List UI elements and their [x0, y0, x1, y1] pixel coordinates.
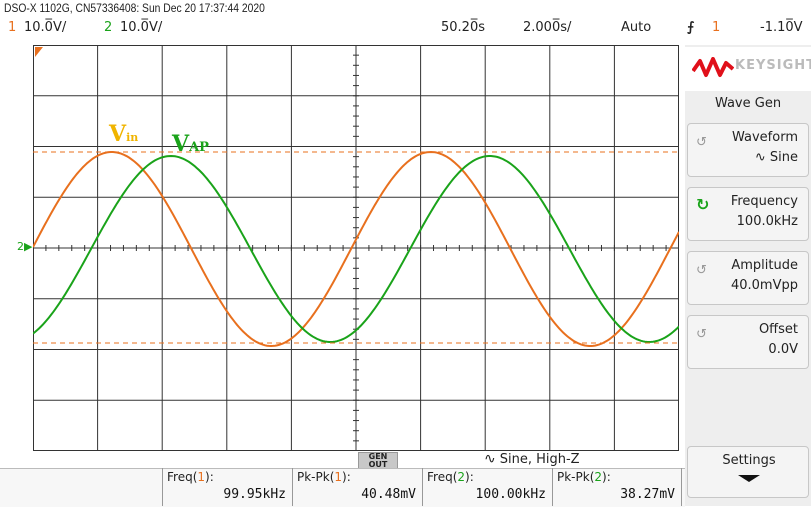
offset-softkey[interactable]: ↺ Offset 0.0V: [687, 315, 809, 369]
measurement-freq-ch2[interactable]: Freq(2): 100.00kHz: [422, 468, 552, 506]
vin-sub: in: [126, 131, 139, 144]
meas-label: Freq(: [167, 470, 198, 484]
ch1-number[interactable]: 1: [8, 20, 17, 35]
softkey-value: 40.0mVpp: [730, 278, 798, 293]
trigger-mode[interactable]: Auto: [621, 20, 652, 35]
rotate-knob-icon: ↺: [696, 263, 707, 278]
meas-value: 38.27mV: [620, 487, 675, 502]
vin-label: Vin: [109, 121, 138, 147]
measurement-pkpk-ch1[interactable]: Pk-Pk(1): 40.48mV: [292, 468, 422, 506]
rising-edge-icon: ⨍: [687, 20, 695, 35]
meas-label-suffix: ):: [342, 470, 351, 484]
meas-channel: 2: [594, 470, 603, 484]
graticule: [33, 45, 679, 451]
meas-channel: 1: [334, 470, 343, 484]
softkey-title: Settings: [722, 453, 776, 468]
frequency-softkey[interactable]: ↻ Frequency 100.0kHz: [687, 187, 809, 241]
rotate-knob-icon: ↻: [696, 195, 710, 214]
vin-main: V: [109, 121, 127, 147]
trigger-position-marker: [35, 47, 43, 57]
menu-title: Wave Gen: [714, 96, 782, 111]
gen-out-line2: OUT: [368, 460, 388, 469]
rotate-knob-icon: ↺: [696, 327, 707, 342]
ground-marker-label: 2: [17, 240, 24, 253]
meas-label-suffix: ):: [205, 470, 214, 484]
window-title: DSO-X 1102G, CN57336408: Sun Dec 20 17:3…: [4, 1, 265, 15]
softkey-title: Waveform: [732, 130, 798, 145]
ch2-number[interactable]: 2: [104, 20, 113, 35]
measurement-bar: [0, 468, 685, 507]
rotate-knob-icon: ↺: [696, 135, 707, 150]
ch2-scale[interactable]: 10.0̅V/: [120, 20, 163, 35]
ch2-ground-marker[interactable]: 2▶: [17, 240, 33, 253]
logo-text: KEYSIGHT: [735, 58, 811, 73]
ch1-trace: [33, 150, 679, 348]
meas-value: 100.00kHz: [475, 487, 546, 502]
trigger-level[interactable]: -1.10̅V: [760, 20, 803, 35]
logo-area: [685, 47, 811, 91]
meas-label-suffix: ):: [465, 470, 474, 484]
meas-label: Pk-Pk(: [557, 470, 595, 484]
trigger-source[interactable]: 1: [712, 20, 721, 35]
waveform-softkey[interactable]: ↺ Waveform ∿ Sine: [687, 123, 809, 177]
vap-sub: AP: [189, 140, 209, 155]
softkey-value: 0.0V: [768, 342, 798, 357]
meas-label-suffix: ):: [602, 470, 611, 484]
sine-icon: ∿: [484, 451, 496, 467]
meas-label: Pk-Pk(: [297, 470, 335, 484]
vap-label: VAP: [172, 131, 209, 157]
wavegen-status-text: Sine, High-Z: [499, 452, 580, 467]
meas-value: 40.48mV: [361, 487, 416, 502]
softkey-title: Offset: [758, 322, 798, 337]
status-line: 1 10.0̅V/ 2 10.0̅V/ 50.20̅s 2.000̅s/ Aut…: [0, 18, 811, 40]
meas-value: 99.95kHz: [223, 487, 286, 502]
softkey-value: Sine: [769, 150, 798, 165]
meas-channel: 2: [457, 470, 466, 484]
keysight-logo-icon: [692, 57, 734, 77]
ch2-trace: [33, 154, 679, 344]
time-scale[interactable]: 2.000̅s/: [523, 20, 572, 35]
time-delay[interactable]: 50.20̅s: [441, 20, 485, 35]
softkey-title: Amplitude: [731, 258, 798, 273]
amplitude-softkey[interactable]: ↺ Amplitude 40.0mVpp: [687, 251, 809, 305]
sine-icon: ∿: [754, 150, 770, 165]
softkey-value: 100.0kHz: [736, 214, 798, 229]
settings-softkey[interactable]: Settings: [687, 446, 809, 498]
softkey-title: Frequency: [730, 194, 798, 209]
meas-label: Freq(: [427, 470, 458, 484]
vap-main: V: [172, 131, 190, 157]
gen-out-line1: GEN: [368, 452, 388, 461]
measurement-pkpk-ch2[interactable]: Pk-Pk(2): 38.27mV: [552, 468, 682, 506]
waveform-plot: [33, 45, 679, 451]
measurement-freq-ch1[interactable]: Freq(1): 99.95kHz: [162, 468, 292, 506]
meas-channel: 1: [197, 470, 206, 484]
ch1-scale[interactable]: 10.0̅V/: [24, 20, 67, 35]
submenu-arrow-icon: [738, 475, 760, 482]
wavegen-status: ∿ Sine, High-Z: [484, 451, 580, 467]
